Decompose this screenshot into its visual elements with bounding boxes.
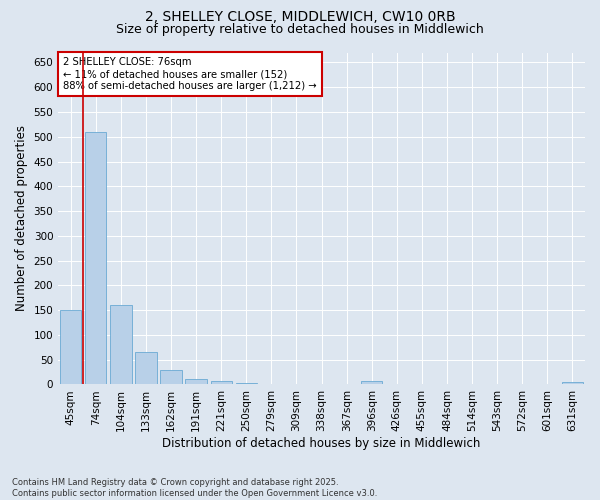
Text: Contains HM Land Registry data © Crown copyright and database right 2025.
Contai: Contains HM Land Registry data © Crown c… bbox=[12, 478, 377, 498]
X-axis label: Distribution of detached houses by size in Middlewich: Distribution of detached houses by size … bbox=[163, 437, 481, 450]
Bar bbox=[361, 381, 382, 384]
Bar bbox=[136, 352, 157, 384]
Text: Size of property relative to detached houses in Middlewich: Size of property relative to detached ho… bbox=[116, 22, 484, 36]
Bar bbox=[236, 383, 257, 384]
Bar bbox=[60, 310, 82, 384]
Bar bbox=[185, 378, 207, 384]
Bar bbox=[160, 370, 182, 384]
Bar bbox=[85, 132, 106, 384]
Bar bbox=[110, 305, 131, 384]
Text: 2 SHELLEY CLOSE: 76sqm
← 11% of detached houses are smaller (152)
88% of semi-de: 2 SHELLEY CLOSE: 76sqm ← 11% of detached… bbox=[64, 58, 317, 90]
Y-axis label: Number of detached properties: Number of detached properties bbox=[15, 126, 28, 312]
Text: 2, SHELLEY CLOSE, MIDDLEWICH, CW10 0RB: 2, SHELLEY CLOSE, MIDDLEWICH, CW10 0RB bbox=[145, 10, 455, 24]
Bar bbox=[211, 381, 232, 384]
Bar bbox=[562, 382, 583, 384]
